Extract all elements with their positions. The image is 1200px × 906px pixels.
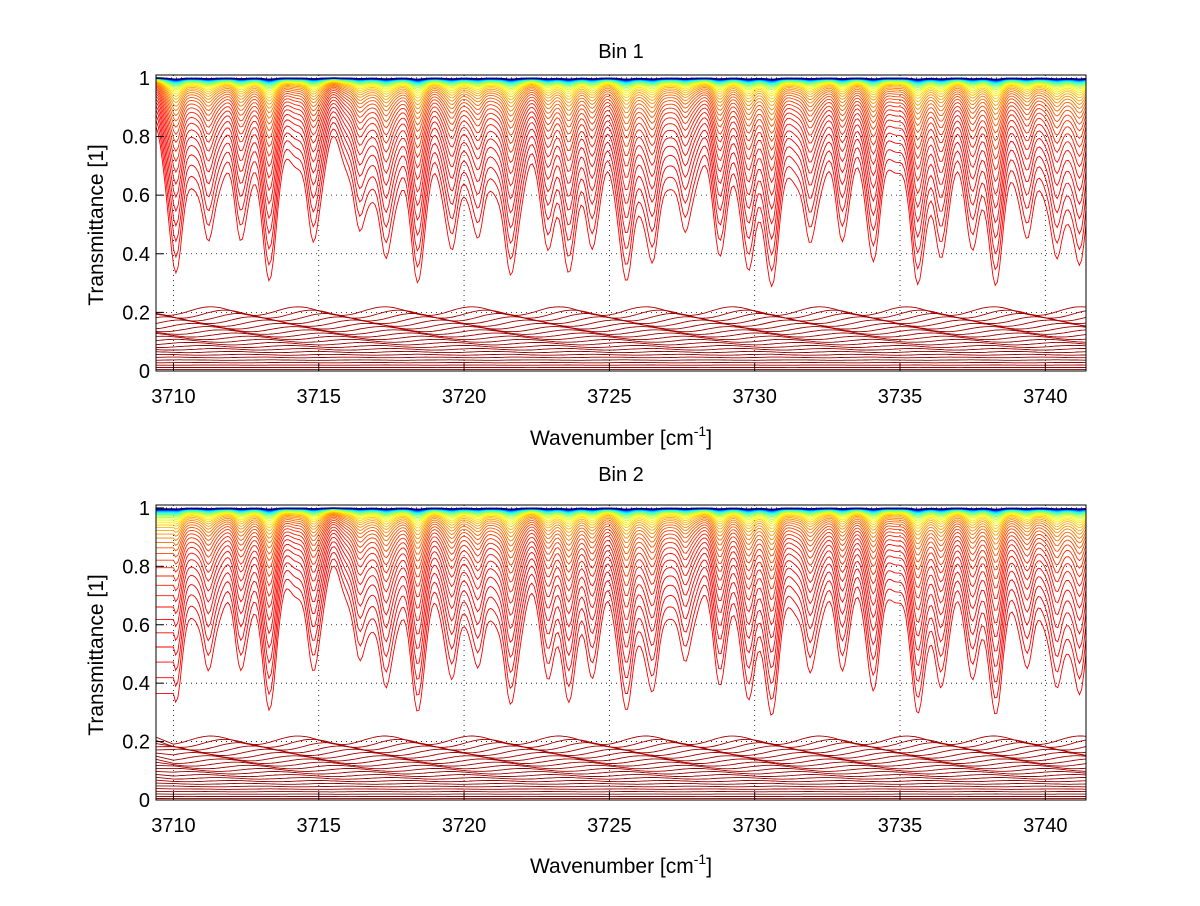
series-line-9	[156, 774, 1086, 776]
chart-title: Bin 2	[598, 464, 644, 486]
series-line-21	[156, 736, 1086, 745]
x-tick-label: 3730	[732, 386, 777, 408]
x-tick-label: 3735	[878, 386, 923, 408]
series-line-5	[156, 357, 1086, 358]
series-line-10	[156, 771, 1086, 774]
series-line-9	[156, 345, 1086, 347]
subplot-bin-2: Bin 2 Transmittance [1] Wavenumber [cm-1…	[85, 464, 1086, 878]
x-axis-label: Wavenumber [cm-1]	[530, 423, 712, 450]
x-tick-label: 3720	[442, 815, 487, 837]
series-line-6	[156, 354, 1086, 355]
x-tick-label: 3725	[587, 386, 632, 408]
series-line-10	[156, 342, 1086, 345]
x-tick-label: 3730	[732, 815, 777, 837]
x-axis-label-end: ]	[706, 855, 712, 878]
y-tick-label: 1	[139, 498, 150, 520]
x-axis-label-end: ]	[706, 427, 712, 450]
series-line-7	[156, 780, 1086, 782]
y-tick-label: 0.8	[122, 127, 150, 149]
series-line-4	[156, 789, 1086, 790]
y-tick-label: 0.4	[122, 673, 150, 695]
y-tick-label: 0.6	[122, 185, 150, 207]
series-line-4	[156, 360, 1086, 361]
series-line-16	[156, 753, 1086, 759]
x-axis-label-superscript: -1	[694, 851, 707, 867]
x-tick-label: 3740	[1023, 815, 1068, 837]
y-axis-label: Transmittance [1]	[85, 144, 108, 305]
series-group	[156, 78, 1086, 370]
y-axis-label: Transmittance [1]	[85, 574, 108, 735]
series-line-6	[156, 783, 1086, 784]
x-axis-label-superscript: -1	[694, 423, 707, 439]
y-tick-label: 0.6	[122, 615, 150, 637]
y-tick-label: 0	[139, 790, 150, 812]
series-line-5	[156, 786, 1086, 787]
y-tick-label: 0	[139, 361, 150, 383]
x-tick-label: 3740	[1023, 386, 1068, 408]
x-tick-label: 3720	[442, 386, 487, 408]
series-line-3	[156, 791, 1086, 792]
series-line-8	[156, 777, 1086, 779]
subplot-bin-1: Bin 1 Transmittance [1] Wavenumber [cm-1…	[85, 41, 1086, 450]
series-line-8	[156, 348, 1086, 350]
series-line-7	[156, 351, 1086, 352]
chart-title: Bin 1	[598, 41, 644, 63]
x-tick-label: 3735	[878, 815, 923, 837]
y-tick-label: 1	[139, 68, 150, 90]
x-axis-label: Wavenumber [cm-1]	[530, 851, 712, 878]
series-line-16	[156, 323, 1086, 329]
series-group	[156, 508, 1086, 798]
x-tick-label: 3725	[587, 815, 632, 837]
x-axis-label-main: Wavenumber [cm	[530, 855, 694, 878]
x-tick-label: 3710	[151, 386, 196, 408]
y-tick-label: 0.4	[122, 244, 150, 266]
x-tick-label: 3715	[297, 815, 342, 837]
y-tick-label: 0.2	[122, 732, 150, 754]
y-tick-label: 0.8	[122, 556, 150, 578]
x-tick-label: 3710	[151, 815, 196, 837]
x-axis-label-main: Wavenumber [cm	[530, 427, 694, 450]
x-tick-label: 3715	[297, 386, 342, 408]
y-tick-label: 0.2	[122, 302, 150, 324]
series-line-21	[156, 307, 1086, 316]
